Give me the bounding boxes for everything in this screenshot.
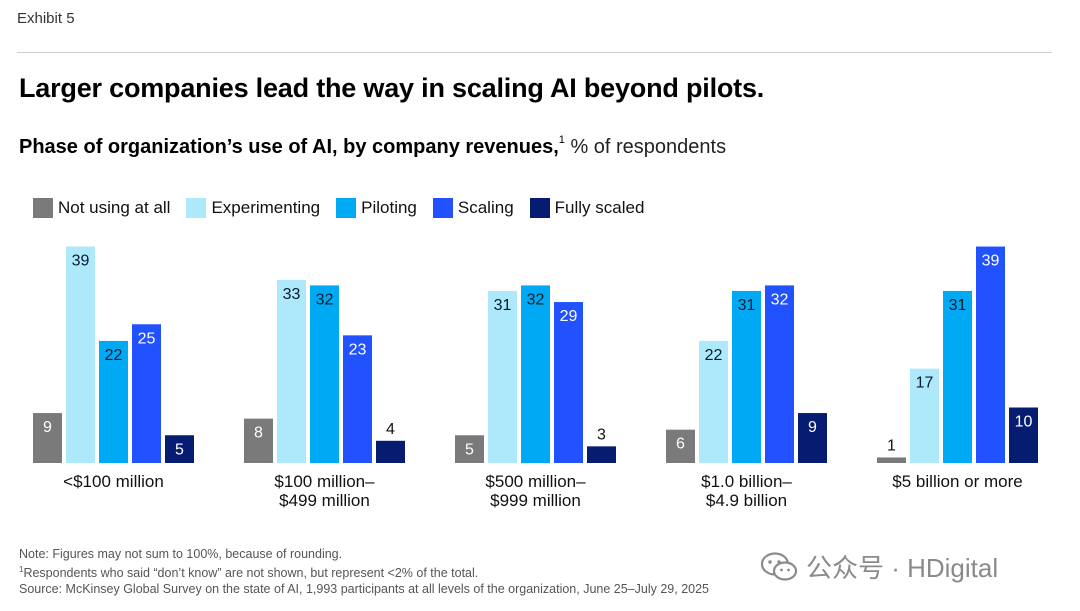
watermark-text: 公众号 · HDigital	[806, 553, 999, 583]
category-label: $1.0 billion–	[701, 472, 792, 491]
data-label: 25	[138, 330, 156, 347]
data-label: 32	[316, 291, 334, 308]
data-label: 31	[738, 297, 756, 314]
bar	[521, 285, 550, 463]
category-label: $499 million	[279, 491, 370, 510]
bar	[798, 413, 827, 463]
data-label: 32	[527, 291, 545, 308]
exhibit-label: Exhibit 5	[17, 10, 75, 27]
legend-swatch	[33, 198, 53, 218]
data-label: 31	[949, 297, 967, 314]
legend-label: Fully scaled	[554, 198, 645, 217]
note-footnote: 1Respondents who said “don’t know” are n…	[19, 562, 709, 581]
wechat-icon	[760, 551, 798, 581]
bar	[66, 246, 95, 463]
bar	[343, 335, 372, 463]
footnote-marker: 1	[19, 565, 24, 574]
bar	[554, 302, 583, 463]
data-label: 39	[982, 253, 1000, 270]
legend-item-fully-scaled: Fully scaled	[529, 198, 645, 218]
bar	[765, 285, 794, 463]
bar	[877, 457, 906, 463]
legend-label: Not using at all	[58, 198, 171, 217]
data-label: 4	[386, 421, 395, 438]
data-label: 9	[808, 419, 817, 436]
data-label: 39	[72, 253, 90, 270]
legend-item-experimenting: Experimenting	[186, 198, 320, 218]
legend-swatch	[336, 198, 357, 218]
footnote-text: Respondents who said “don’t know” are no…	[23, 566, 479, 581]
legend-swatch	[529, 198, 550, 218]
data-label: 32	[771, 291, 789, 308]
chart-subtitle: Phase of organization’s use of AI, by co…	[19, 134, 727, 159]
chart-legend: Not using at all Experimenting Piloting …	[33, 195, 660, 221]
bar	[99, 340, 128, 463]
watermark: 公众号 · HDigital	[760, 548, 998, 585]
data-label: 22	[105, 347, 123, 364]
data-label: 3	[597, 426, 606, 443]
bar	[976, 246, 1005, 463]
subtitle-unit: % of respondents	[564, 136, 727, 158]
category-label: $999 million	[490, 491, 581, 510]
data-label: 17	[916, 375, 934, 392]
bar	[244, 418, 273, 463]
legend-label: Scaling	[457, 198, 514, 217]
bar	[732, 290, 761, 463]
legend-swatch	[432, 198, 453, 218]
chart-notes: Note: Figures may not sum to 100%, becau…	[19, 546, 709, 597]
bar	[132, 324, 161, 463]
bar	[310, 285, 339, 463]
bar	[1009, 407, 1038, 463]
data-label: 5	[175, 441, 184, 458]
bar	[699, 340, 728, 463]
data-label: 23	[349, 341, 367, 358]
bar	[943, 290, 972, 463]
bar	[455, 435, 484, 463]
chart-title: Larger companies lead the way in scaling…	[19, 73, 765, 103]
legend-item-not-using: Not using at all	[33, 198, 170, 218]
data-label: 5	[465, 441, 474, 458]
bar	[165, 435, 194, 463]
bar	[666, 429, 695, 463]
bar	[910, 368, 939, 463]
bar	[376, 440, 405, 463]
note-rounding: Note: Figures may not sum to 100%, becau…	[19, 547, 343, 561]
category-label: $100 million–	[274, 472, 375, 491]
data-label: 10	[1015, 414, 1033, 431]
data-label: 33	[283, 286, 301, 303]
bar	[277, 279, 306, 463]
note-source: Source: McKinsey Global Survey on the st…	[19, 582, 709, 597]
legend-item-piloting: Piloting	[336, 198, 417, 218]
bar	[587, 446, 616, 463]
data-label: 31	[494, 297, 512, 314]
category-label: <$100 million	[63, 472, 164, 491]
header-divider	[17, 52, 1052, 53]
bar	[33, 413, 62, 463]
subtitle-footnote-marker: 1	[558, 134, 565, 147]
data-label: 8	[254, 425, 263, 442]
category-label: $5 billion or more	[892, 472, 1022, 491]
legend-label: Experimenting	[211, 198, 321, 217]
data-label: 9	[43, 419, 52, 436]
category-label: $4.9 billion	[706, 491, 787, 510]
data-label: 29	[560, 308, 578, 325]
subtitle-text: Phase of organization’s use of AI, by co…	[19, 136, 559, 158]
legend-swatch	[186, 198, 207, 218]
data-label: 6	[676, 436, 685, 453]
bar	[488, 290, 517, 463]
legend-label: Piloting	[361, 198, 417, 217]
legend-item-scaling: Scaling	[432, 198, 514, 218]
data-label: 1	[887, 437, 896, 454]
category-label: $500 million–	[485, 472, 586, 491]
data-label: 22	[705, 347, 723, 364]
